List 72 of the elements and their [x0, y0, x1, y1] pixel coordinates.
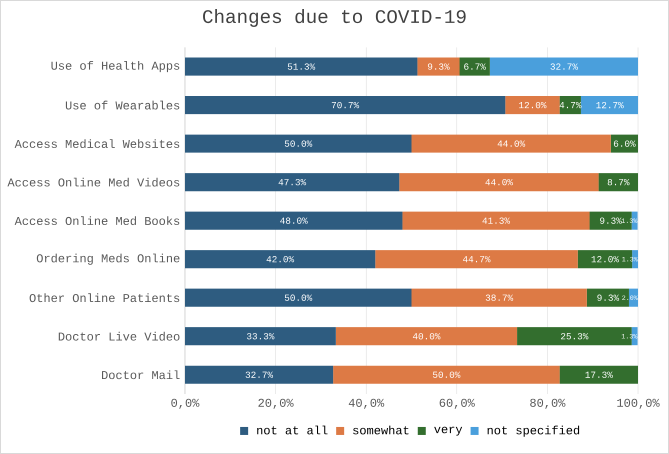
x-tick-label: 60,0% — [440, 398, 475, 409]
data-label: 70.7% — [332, 102, 360, 108]
bar — [333, 366, 560, 384]
bar — [184, 288, 412, 307]
y-tick-label: Other Online Patients — [30, 293, 180, 302]
bar — [184, 212, 402, 230]
data-label: 50.0% — [432, 372, 460, 378]
y-tick-label: Access Online Med Books — [14, 216, 180, 226]
y-tick-label: Access Medical Websites — [14, 139, 180, 148]
bar — [412, 288, 587, 307]
data-label: 12.0% — [519, 102, 546, 108]
bar — [560, 366, 638, 384]
data-label: 40.0% — [412, 333, 440, 340]
data-label: 12.0% — [592, 256, 619, 262]
x-tick-label: 20,0% — [258, 398, 294, 409]
data-label: 9.3% — [597, 294, 620, 301]
x-tick-label: 80,0% — [530, 398, 566, 409]
bar — [417, 58, 460, 76]
data-label: 32.7% — [550, 63, 578, 70]
data-label: 33.3% — [247, 333, 274, 340]
bar — [184, 250, 376, 268]
data-label: 50.0% — [284, 294, 312, 301]
y-tick-label: Doctor Live Video — [58, 332, 180, 341]
bar — [598, 173, 638, 192]
data-label: 17.3% — [586, 372, 613, 378]
data-label: 42.0% — [266, 256, 294, 262]
data-label: 9.3% — [428, 63, 450, 70]
data-label: 44.0% — [485, 179, 513, 186]
bar — [184, 134, 412, 153]
bar — [580, 96, 638, 114]
data-label: 47.3% — [278, 179, 306, 186]
data-label: 6.0% — [614, 140, 636, 147]
data-label: 51.3% — [288, 63, 316, 70]
bar — [184, 173, 400, 192]
data-label: 44.7% — [462, 256, 491, 262]
bar — [460, 58, 490, 76]
y-tick-label: Doctor Mail — [102, 370, 180, 380]
bar — [336, 327, 518, 346]
data-label: 41.3% — [482, 218, 510, 224]
x-tick-label: 40,0% — [348, 398, 384, 409]
bar — [184, 366, 334, 384]
data-label: 12.7% — [596, 102, 624, 108]
bar — [184, 96, 506, 114]
bar — [184, 327, 336, 346]
bar — [402, 212, 590, 230]
bar — [399, 173, 599, 192]
legend-label: somewhat — [353, 426, 409, 434]
bar — [412, 134, 611, 153]
bar — [184, 58, 418, 76]
data-label: 48.0% — [280, 218, 308, 224]
data-label: 38.7% — [486, 294, 514, 301]
y-tick-label: Use of Wearables — [66, 100, 180, 110]
data-label: 50.0% — [284, 140, 312, 147]
data-label: 6.7% — [464, 63, 486, 70]
bar — [490, 58, 638, 76]
bar — [505, 96, 560, 114]
data-label: 32.7% — [246, 372, 274, 378]
legend-label: very — [434, 426, 462, 436]
chart-title: Changes due to COVID-19 — [203, 9, 466, 27]
bar — [375, 250, 578, 268]
legend-label: not at all — [257, 426, 328, 434]
legend-label: not specified — [488, 426, 580, 437]
data-label: 8.7% — [608, 179, 630, 186]
y-tick-label: Ordering Meds Online — [36, 254, 180, 265]
bar — [610, 134, 638, 153]
x-tick-label: 100,0% — [617, 398, 660, 409]
y-tick-label: Use of Health Apps — [51, 60, 180, 72]
x-tick-label: 0,0% — [171, 398, 200, 409]
data-label: 25.3% — [561, 333, 588, 340]
y-tick-label: Access Online Med Videos — [7, 178, 180, 187]
data-label: 9.3% — [600, 218, 622, 224]
data-label: 44.0% — [498, 140, 526, 147]
